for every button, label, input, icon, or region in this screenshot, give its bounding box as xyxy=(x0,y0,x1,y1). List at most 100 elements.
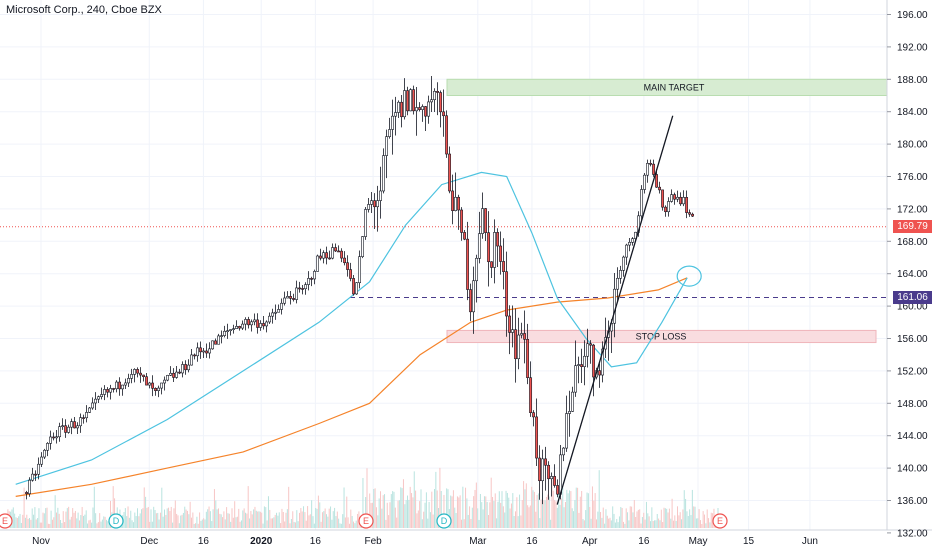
volume-bar xyxy=(56,512,57,528)
volume-bar xyxy=(535,511,537,528)
candle-body xyxy=(100,394,103,397)
volume-bar xyxy=(671,498,673,528)
volume-bar xyxy=(647,513,649,528)
volume-bar xyxy=(276,512,278,528)
volume-bar xyxy=(151,521,153,528)
volume-bar xyxy=(432,514,434,528)
volume-bar xyxy=(186,510,188,528)
candle-body xyxy=(226,330,229,332)
volume-bar xyxy=(639,509,641,528)
candle-body xyxy=(454,196,457,211)
volume-bar xyxy=(338,518,340,528)
candle-body xyxy=(274,311,277,314)
candle-body xyxy=(142,374,145,378)
volume-bar xyxy=(15,517,17,528)
candle-body xyxy=(37,463,40,475)
volume-bar xyxy=(512,493,514,528)
volume-bar xyxy=(34,507,36,528)
volume-bar xyxy=(411,493,413,528)
candle-body xyxy=(532,412,535,418)
candle-body xyxy=(43,449,46,458)
candle-body xyxy=(538,457,541,482)
volume-bar xyxy=(582,519,584,528)
volume-bar xyxy=(95,513,97,528)
candle-body xyxy=(544,458,547,466)
candle-body xyxy=(403,90,406,118)
volume-bar xyxy=(625,508,627,528)
candle-body xyxy=(646,163,649,176)
volume-bar xyxy=(242,510,244,528)
volume-bar xyxy=(105,519,107,528)
volume-bar xyxy=(84,514,86,528)
volume-bar xyxy=(110,500,111,528)
volume-bar xyxy=(623,521,624,528)
candle-body xyxy=(217,335,220,345)
volume-bar xyxy=(26,514,28,528)
volume-bar xyxy=(590,518,592,528)
volume-bar xyxy=(687,515,689,528)
volume-bar xyxy=(227,513,229,528)
volume-bar xyxy=(219,513,221,528)
candle-body xyxy=(223,330,226,336)
volume-bar xyxy=(335,516,337,528)
candle-body xyxy=(439,92,442,113)
volume-bar xyxy=(490,477,492,528)
volume-bar xyxy=(83,515,84,528)
price-tick-label: 192.00 xyxy=(897,42,928,53)
volume-bar xyxy=(629,506,631,528)
candle-body xyxy=(556,485,559,495)
dividend-marker xyxy=(436,513,452,529)
volume-bar xyxy=(435,471,437,528)
volume-bar xyxy=(303,506,305,528)
candle-body xyxy=(655,174,658,188)
volume-bar xyxy=(209,511,211,528)
volume-bar xyxy=(481,502,483,528)
volume-bar xyxy=(497,501,499,528)
candle-body xyxy=(115,381,118,390)
volume-bar xyxy=(589,506,591,528)
volume-bar xyxy=(16,518,18,528)
volume-bar xyxy=(355,520,357,528)
volume-bar xyxy=(702,511,704,528)
candle-body xyxy=(205,350,208,354)
volume-bar xyxy=(196,516,198,528)
volume-bar xyxy=(466,498,468,528)
volume-bar xyxy=(685,498,687,528)
volume-bar xyxy=(373,489,375,528)
candle-body xyxy=(241,323,244,329)
volume-bar xyxy=(701,523,703,528)
volume-bar xyxy=(200,520,202,528)
volume-bar xyxy=(375,507,377,528)
candle-body xyxy=(52,436,55,439)
volume-bar xyxy=(651,507,653,528)
volume-bar xyxy=(112,486,114,528)
volume-bar xyxy=(247,486,249,528)
candle-body xyxy=(667,201,670,213)
volume-bar xyxy=(344,517,346,528)
time-tick-label: 16 xyxy=(526,536,538,547)
volume-bar xyxy=(564,501,566,528)
volume-bar xyxy=(135,516,137,528)
volume-bar xyxy=(218,508,219,528)
candle-body xyxy=(328,257,331,260)
volume-bar xyxy=(384,494,386,528)
volume-bar xyxy=(301,511,303,528)
candle-body xyxy=(397,101,400,113)
volume-bar xyxy=(197,523,199,528)
volume-bar xyxy=(19,513,21,528)
candle-body xyxy=(349,269,352,279)
volume-bar xyxy=(327,516,329,528)
volume-bar xyxy=(142,508,144,528)
volume-bar xyxy=(506,492,508,528)
candle-body xyxy=(34,473,37,476)
volume-bar xyxy=(618,516,620,528)
candle-body xyxy=(589,343,592,346)
volume-bar xyxy=(53,517,55,528)
time-tick-label: 2020 xyxy=(250,536,273,547)
candle-body xyxy=(64,425,67,433)
candle-body xyxy=(307,278,310,285)
candle-body xyxy=(433,91,436,101)
volume-bar xyxy=(22,514,24,528)
volume-bar xyxy=(706,509,708,528)
